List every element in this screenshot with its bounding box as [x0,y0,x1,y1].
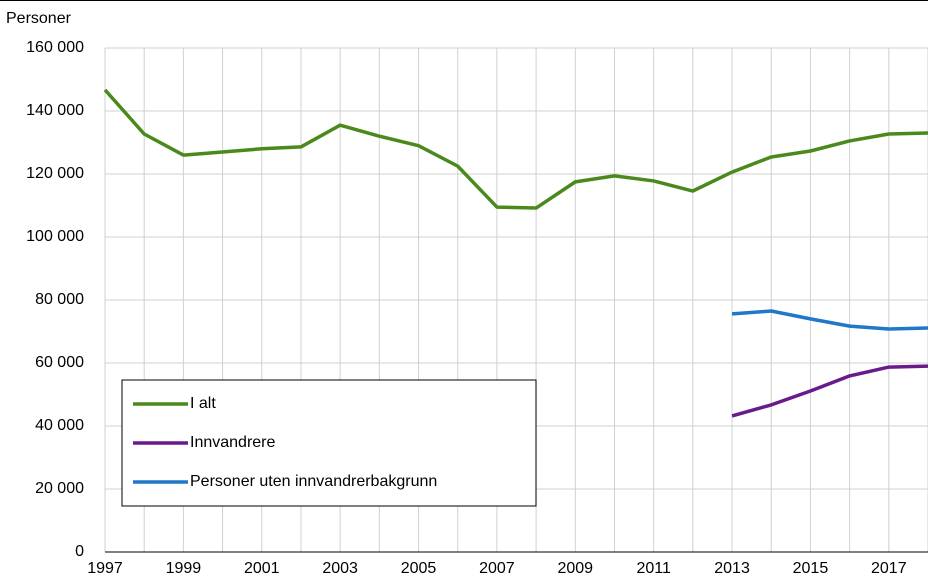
x-tick-label: 2017 [871,560,907,577]
y-axis-label: Personer [6,10,72,27]
x-tick-label: 2007 [479,560,515,577]
x-tick-label: 2005 [401,560,437,577]
x-tick-label: 2009 [557,560,593,577]
legend-label: Innvandrere [190,434,275,451]
series-line [731,364,928,418]
legend-label: I alt [190,395,216,412]
y-tick-label: 160 000 [26,39,84,56]
legend-box [121,379,537,507]
y-tick-label: 20 000 [35,480,84,497]
x-tick-label: 1999 [166,560,202,577]
x-tick-label: 2011 [636,560,671,577]
x-tick-label: 2001 [244,560,280,577]
series-line [103,88,928,210]
y-tick-label: 140 000 [26,102,84,119]
y-tick-label: 80 000 [35,291,84,308]
x-tick-label: 2015 [793,560,829,577]
y-tick-label: 0 [75,543,84,560]
y-tick-label: 60 000 [35,354,84,371]
x-tick-label: 1997 [87,560,123,577]
x-tick-label: 2013 [714,560,750,577]
legend-label: Personer uten innvandrerbakgrunn [190,473,437,490]
y-tick-label: 100 000 [26,228,84,245]
y-tick-label: 120 000 [26,165,84,182]
x-tick-label: 2003 [322,560,358,577]
y-tick-label: 40 000 [35,417,84,434]
series-line [731,309,928,331]
